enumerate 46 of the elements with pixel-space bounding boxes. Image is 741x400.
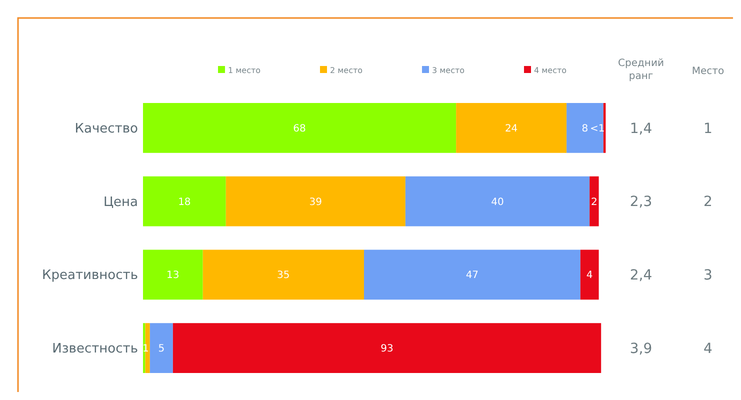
bar [364, 250, 580, 300]
bar [172, 323, 602, 373]
data-label: 1 [142, 344, 149, 355]
y-tick-label: Известность [52, 342, 138, 357]
text: 1 [704, 120, 712, 137]
bar [143, 250, 203, 300]
bar [226, 176, 406, 226]
data-label: 68 [293, 123, 306, 134]
bar [143, 103, 456, 153]
bar [566, 103, 604, 153]
data-label: 13 [166, 270, 180, 282]
data-label: 5 [158, 344, 165, 355]
y-tick-label: Качество [74, 121, 138, 136]
data-label: 93 [380, 344, 394, 355]
legend-label: 2 место [330, 66, 363, 75]
text: 2 [704, 194, 712, 210]
bar [405, 176, 590, 226]
text: 4 [704, 340, 713, 357]
y-tick-label: Цена [103, 194, 138, 210]
y-tick-label: Креативность [42, 268, 138, 284]
data-label: 8 [582, 123, 588, 134]
text: Место [692, 66, 724, 77]
bar [145, 323, 150, 373]
data-label: 35 [277, 270, 290, 282]
data-label: 47 [466, 270, 479, 282]
legend-label: 4 место [534, 66, 567, 75]
text: 3 [704, 268, 712, 284]
data-label: 39 [309, 196, 322, 208]
bar [590, 176, 599, 226]
data-label: 4 [586, 270, 593, 282]
text: 2,4 [630, 268, 652, 284]
data-label: 40 [491, 196, 504, 208]
data-label: 18 [178, 196, 191, 208]
bar [202, 250, 364, 300]
legend-label: 3 место [432, 66, 465, 75]
data-label: 2 [591, 196, 598, 208]
bar [143, 176, 226, 226]
legend-label: 1 место [228, 66, 261, 75]
bar [150, 323, 173, 373]
bar [456, 103, 567, 153]
text: 3,9 [630, 340, 652, 357]
text: 2,3 [630, 194, 652, 210]
bar [580, 250, 599, 300]
text: Средний ранг [618, 58, 664, 82]
text: 1,4 [630, 120, 652, 137]
data-label: 24 [504, 123, 518, 134]
